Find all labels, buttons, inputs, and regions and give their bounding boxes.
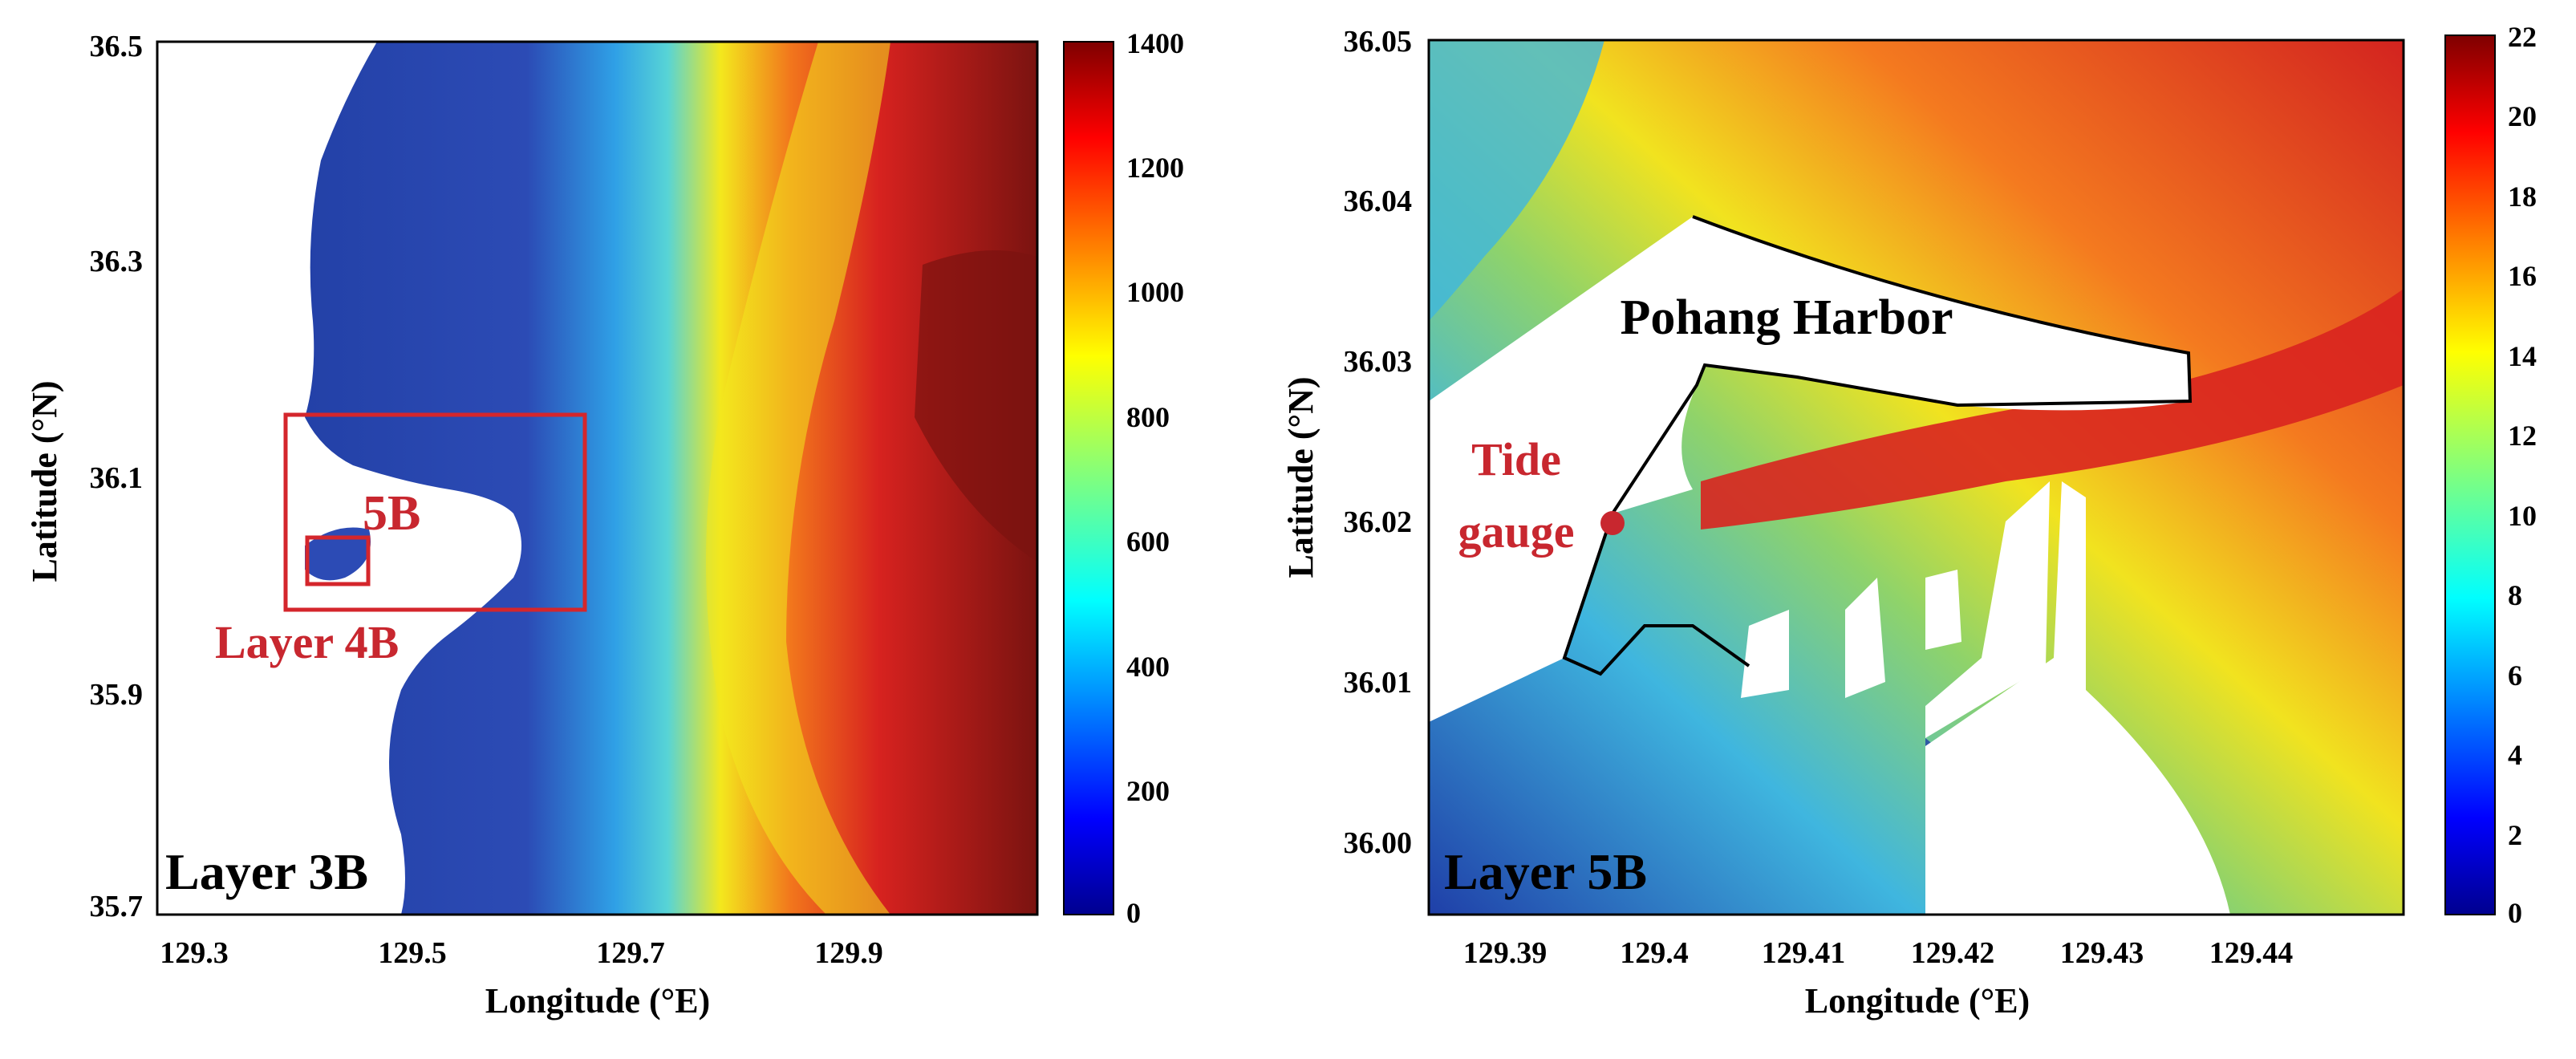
cbar-tick: 18 (2508, 181, 2537, 213)
panel-label-5b: Layer 5B (1444, 843, 1647, 900)
y-tick: 36.02 (1344, 505, 1413, 539)
cbar-tick: 2 (2508, 819, 2522, 851)
inset-box-5b (283, 412, 587, 612)
panel-layer5b: Pohang Harbor Tide gauge Layer 5B 36.05 … (1281, 21, 2537, 1020)
cbar-tick: 800 (1126, 401, 1170, 433)
y-tick: 35.7 (90, 890, 144, 923)
y-tick: 36.01 (1344, 666, 1413, 700)
x-tick: 129.42 (1911, 936, 1995, 970)
inset-label-4b: Layer 4B (215, 616, 399, 668)
x-ticks-right: 129.39 129.4 129.41 129.42 129.43 129.44 (1463, 936, 2294, 970)
cbar-tick: 6 (2508, 659, 2522, 692)
tide-gauge-label-line1: Tide (1471, 433, 1561, 485)
harbor-land-upper (1429, 217, 2190, 722)
cbar-tick: 1200 (1126, 152, 1184, 184)
colorbar-ticks-right: 22 20 18 16 14 12 10 8 6 4 2 0 (2508, 21, 2537, 929)
deep-basin (915, 250, 1037, 562)
cbar-tick: 1400 (1126, 27, 1184, 59)
harbor-land-lower (1741, 481, 2050, 738)
cbar-tick: 0 (1126, 897, 1141, 929)
x-axis-label-left: Longitude (°E) (485, 981, 710, 1020)
cbar-tick: 400 (1126, 651, 1170, 683)
land (157, 42, 521, 915)
x-tick: 129.9 (814, 936, 883, 970)
cbar-tick: 200 (1126, 775, 1170, 807)
x-tick: 129.43 (2060, 936, 2144, 970)
x-tick: 129.7 (596, 936, 665, 970)
tide-gauge-marker (1600, 511, 1625, 535)
east-breakwater-land (1925, 481, 2230, 915)
y-ticks-left: 36.5 36.3 36.1 35.9 35.7 (90, 30, 144, 923)
panel-label-3b: Layer 3B (165, 843, 368, 900)
cbar-tick: 20 (2508, 100, 2537, 132)
plot-frame-left (156, 40, 1039, 916)
colorbar-right (2444, 34, 2496, 915)
y-tick: 36.04 (1344, 185, 1413, 218)
y-tick: 36.1 (90, 461, 144, 495)
colorbar-left (1063, 41, 1114, 915)
cbar-tick: 8 (2508, 579, 2522, 611)
x-tick: 129.39 (1463, 936, 1548, 970)
cbar-tick: 14 (2508, 340, 2537, 372)
x-tick: 129.44 (2209, 936, 2294, 970)
y-ticks-right: 36.05 36.04 36.03 36.02 36.01 36.00 (1344, 25, 1413, 860)
y-tick: 36.03 (1344, 345, 1413, 379)
inset-box-4b (305, 535, 371, 586)
y-axis-label-right: Latitude (°N) (1281, 376, 1320, 578)
inset-label-5b: 5B (363, 486, 420, 541)
cbar-tick: 600 (1126, 525, 1170, 558)
panel-layer3b: 5B Layer 4B Layer 3B 36.5 36.3 36.1 35.9… (25, 27, 1184, 1020)
cbar-tick: 4 (2508, 739, 2522, 771)
y-axis-label-left: Latitude (°N) (25, 380, 64, 582)
breakwater-outline (1562, 215, 2193, 676)
tide-gauge-label-line2: gauge (1458, 505, 1575, 558)
x-ticks-left: 129.3 129.5 129.7 129.9 (160, 936, 883, 970)
x-tick: 129.5 (378, 936, 447, 970)
x-axis-label-right: Longitude (°E) (1805, 981, 2030, 1020)
cbar-tick: 12 (2508, 420, 2537, 452)
x-tick: 129.41 (1762, 936, 1846, 970)
cbar-tick: 1000 (1126, 276, 1184, 308)
plot-frame-right (1427, 39, 2405, 916)
y-tick: 36.3 (90, 245, 144, 278)
bay-water (305, 527, 371, 581)
harbor-label: Pohang Harbor (1620, 290, 1953, 345)
y-tick: 36.00 (1344, 826, 1413, 860)
cbar-tick: 10 (2508, 500, 2537, 532)
x-tick: 129.4 (1620, 936, 1689, 970)
cbar-tick: 22 (2508, 21, 2537, 53)
shallow-shelf (1429, 40, 1604, 321)
colorbar-ticks-left: 1400 1200 1000 800 600 400 200 0 (1126, 27, 1184, 929)
cbar-tick: 0 (2508, 897, 2522, 929)
y-tick: 35.9 (90, 678, 144, 712)
cbar-tick: 16 (2508, 260, 2537, 292)
y-tick: 36.05 (1344, 25, 1413, 59)
x-tick: 129.3 (160, 936, 229, 970)
y-tick: 36.5 (90, 30, 144, 63)
shelf-edge (706, 42, 890, 915)
